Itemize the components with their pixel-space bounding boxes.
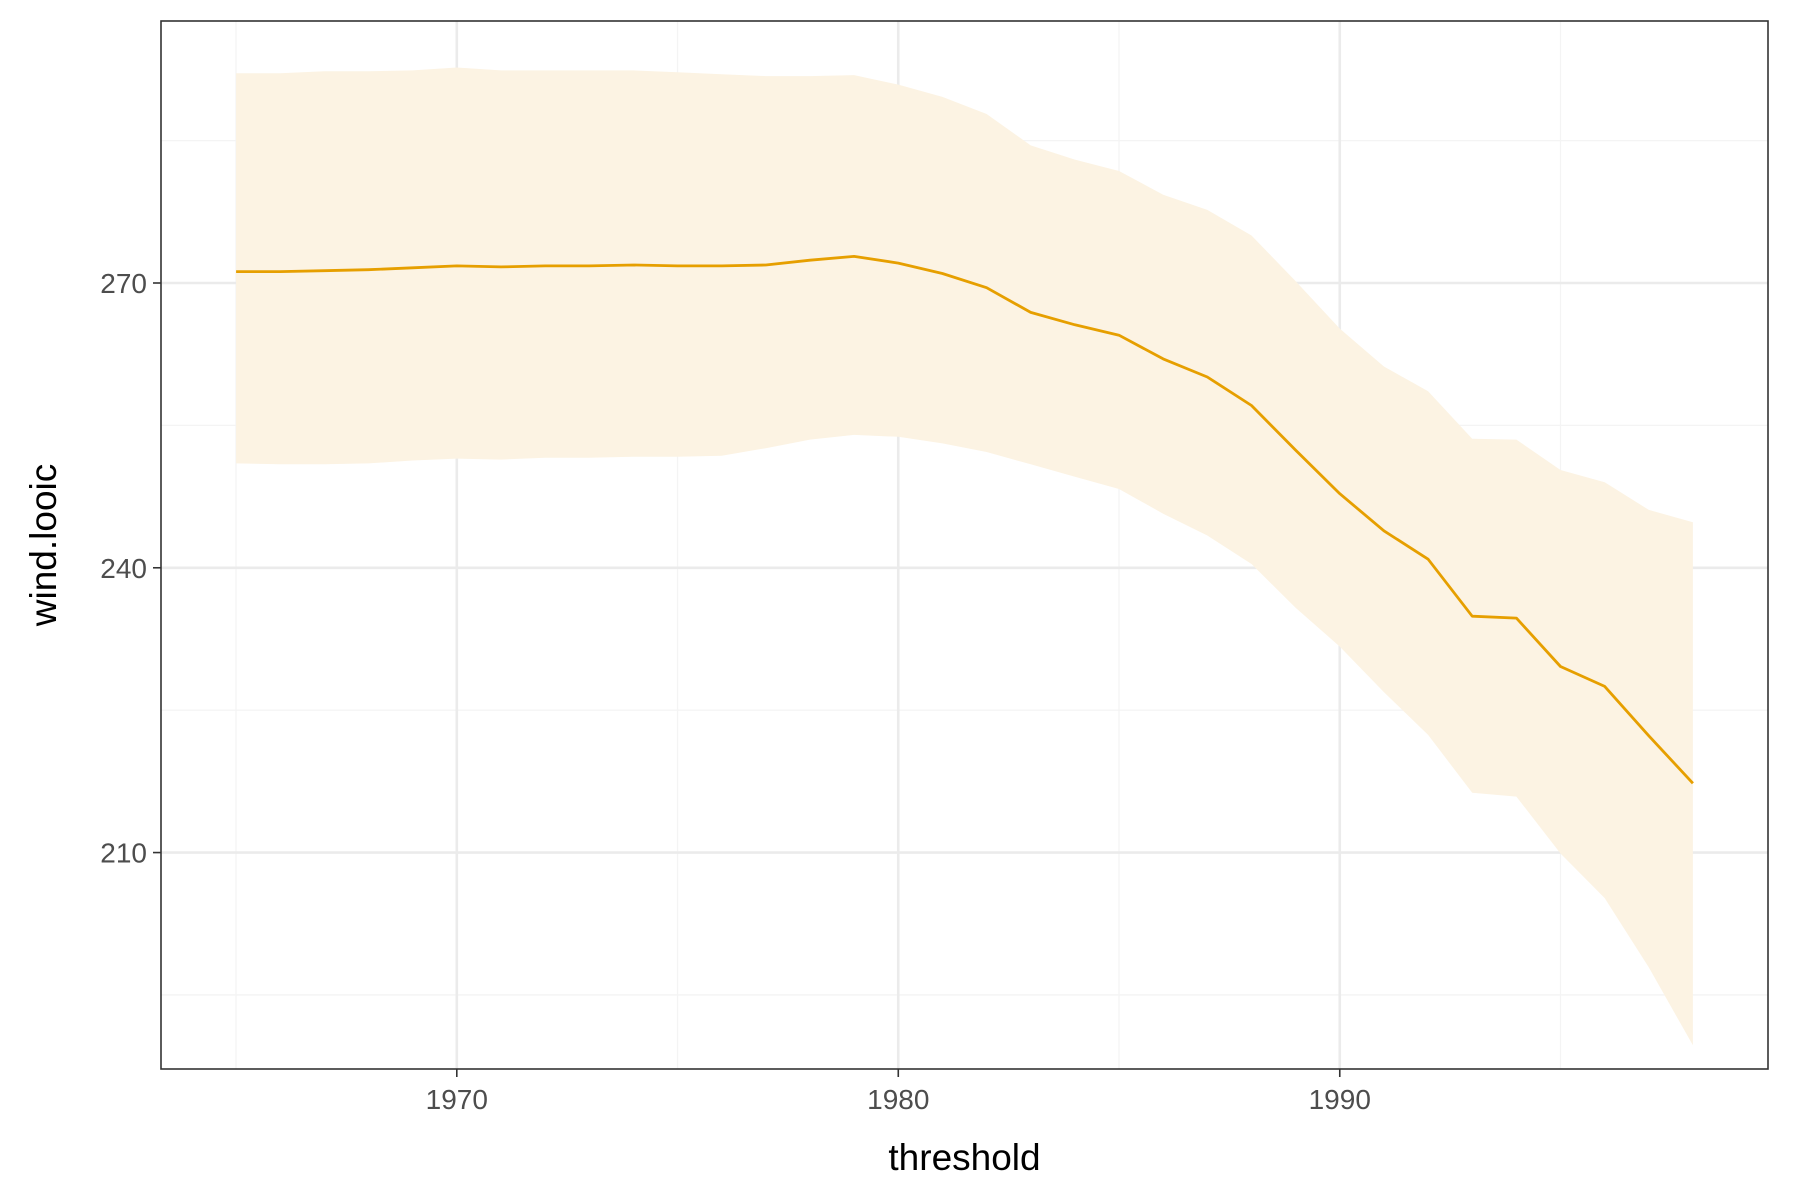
x-axis-title: threshold — [888, 1137, 1040, 1178]
y-axis: 210 240 270 — [100, 268, 161, 869]
y-axis-title: wind.looic — [23, 464, 64, 627]
series-line — [236, 254, 1694, 785]
confidence-ribbon — [236, 67, 1693, 1046]
x-tick-label-1990: 1990 — [1309, 1084, 1371, 1115]
y-tick-label-270: 270 — [100, 268, 147, 299]
panel-border — [160, 20, 1769, 1070]
y-tick-label-240: 240 — [100, 553, 147, 584]
x-tick-label-1980: 1980 — [867, 1084, 929, 1115]
x-tick-label-1970: 1970 — [426, 1084, 488, 1115]
y-tick-label-210: 210 — [100, 838, 147, 869]
x-axis: 1970 1980 1990 — [426, 1069, 1371, 1115]
